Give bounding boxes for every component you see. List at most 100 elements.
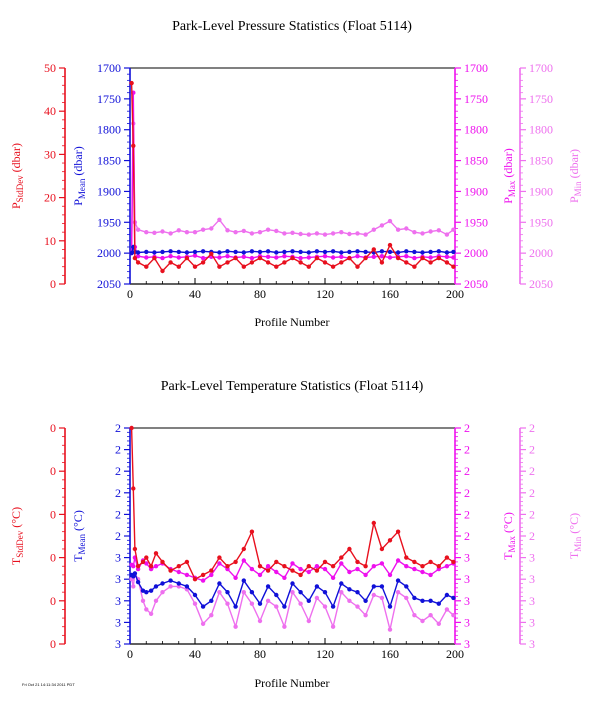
min-axis-label-unit: (°C) — [567, 513, 581, 537]
max-data-point — [250, 256, 254, 260]
mean-data-point — [160, 250, 164, 254]
min-data-point — [372, 593, 376, 597]
max-data-point — [380, 561, 384, 565]
min-data-point — [144, 607, 148, 611]
stddev-data-point — [307, 265, 311, 269]
mean-data-point — [282, 604, 286, 608]
min-data-point — [242, 590, 246, 594]
min-data-point — [274, 229, 278, 233]
mean-data-point — [144, 250, 148, 254]
stddev-data-point — [323, 260, 327, 264]
stddev-data-point — [420, 256, 424, 260]
stddev-tick-label: 0 — [50, 551, 56, 565]
stddev-data-point — [225, 260, 229, 264]
stddev-tick-label: 0 — [50, 277, 56, 291]
stddev-data-point — [404, 260, 408, 264]
min-data-point — [193, 602, 197, 606]
stddev-data-point — [193, 577, 197, 581]
min-data-point — [437, 622, 441, 626]
mean-data-point — [250, 590, 254, 594]
mean-data-point — [323, 590, 327, 594]
mean-data-point — [185, 250, 189, 254]
stddev-axis-label-sub: StdDev — [15, 530, 25, 558]
stddev-data-point — [290, 256, 294, 260]
stddev-data-point — [266, 568, 270, 572]
stddev-data-point — [331, 265, 335, 269]
background — [0, 0, 602, 706]
mean-data-point — [136, 580, 140, 584]
stddev-data-point — [323, 560, 327, 564]
mean-data-point — [388, 604, 392, 608]
mean-data-point — [217, 250, 221, 254]
min-data-point — [388, 627, 392, 631]
stddev-data-point — [339, 260, 343, 264]
mean-data-point — [149, 589, 153, 593]
stddev-data-point — [428, 260, 432, 264]
stddev-data-point — [420, 564, 424, 568]
min-data-point — [315, 596, 319, 600]
min-data-point — [282, 231, 286, 235]
min-data-point — [315, 231, 319, 235]
mean-data-point — [396, 250, 400, 254]
mean-tick-label: 2 — [115, 443, 121, 457]
x-tick-label: 200 — [446, 287, 464, 301]
min-tick-label: 1900 — [529, 184, 553, 198]
max-data-point — [242, 558, 246, 562]
min-data-point — [217, 590, 221, 594]
min-data-point — [154, 599, 158, 603]
max-data-point — [339, 561, 343, 565]
mean-tick-label: 1700 — [97, 61, 121, 75]
mean-data-point — [363, 250, 367, 254]
mean-data-point — [136, 250, 140, 254]
stddev-data-point — [258, 256, 262, 260]
min-data-point — [428, 229, 432, 233]
stddev-data-point — [185, 256, 189, 260]
max-data-point — [355, 567, 359, 571]
min-data-point — [201, 228, 205, 232]
mean-tick-label: 1900 — [97, 184, 121, 198]
mean-data-point — [339, 581, 343, 585]
min-data-point — [307, 232, 311, 236]
max-data-point — [168, 254, 172, 258]
min-data-point — [131, 584, 135, 588]
min-tick-label: 2000 — [529, 246, 553, 260]
max-data-point — [298, 256, 302, 260]
min-data-point — [451, 613, 455, 617]
mean-data-point — [323, 250, 327, 254]
mean-data-point — [250, 249, 254, 253]
mean-data-point — [258, 602, 262, 606]
max-data-point — [209, 573, 213, 577]
stddev-data-point — [451, 265, 455, 269]
max-data-point — [266, 255, 270, 259]
mean-data-point — [315, 249, 319, 253]
mean-tick-label: 3 — [115, 572, 121, 586]
mean-tick-label: 3 — [115, 594, 121, 608]
max-data-point — [201, 578, 205, 582]
x-tick-label: 120 — [316, 647, 334, 661]
stddev-data-point — [129, 81, 133, 85]
min-data-point — [258, 619, 262, 623]
min-data-point — [355, 604, 359, 608]
min-tick-label: 2 — [529, 464, 535, 478]
mean-data-point — [331, 604, 335, 608]
mean-tick-label: 3 — [115, 551, 121, 565]
min-data-point — [266, 228, 270, 232]
min-data-point — [445, 232, 449, 236]
mean-data-point — [437, 249, 441, 253]
mean-tick-label: 2 — [115, 529, 121, 543]
mean-data-point — [233, 250, 237, 254]
mean-data-point — [420, 599, 424, 603]
max-tick-label: 2050 — [464, 277, 488, 291]
stddev-tick-label: 30 — [44, 147, 56, 161]
stddev-data-point — [307, 564, 311, 568]
mean-data-point — [185, 584, 189, 588]
stddev-data-point — [177, 265, 181, 269]
min-tick-label: 3 — [529, 572, 535, 586]
min-axis-label-sub: Min — [573, 181, 583, 197]
max-data-point — [307, 255, 311, 259]
max-data-point — [347, 570, 351, 574]
stddev-data-point — [136, 564, 140, 568]
stddev-data-point — [233, 560, 237, 564]
max-data-point — [388, 255, 392, 259]
max-data-point — [420, 570, 424, 574]
